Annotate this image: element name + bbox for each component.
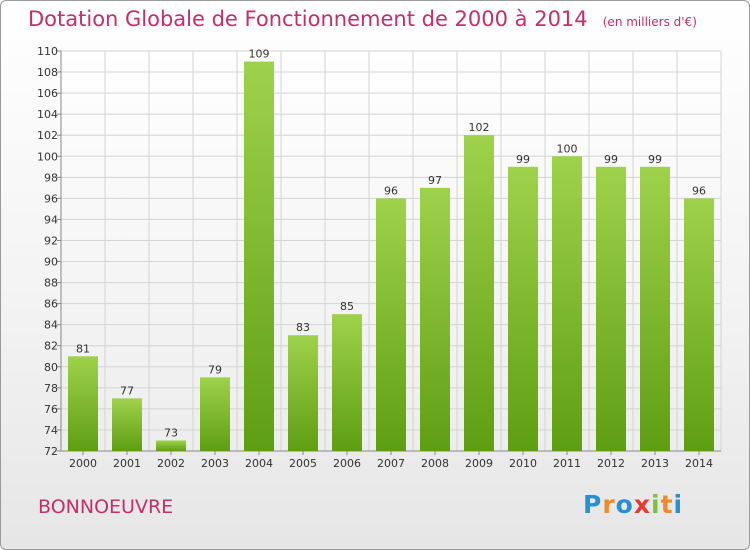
y-tick-label: 86 [44, 298, 58, 311]
y-tick-label: 104 [37, 108, 58, 121]
x-tick-label: 2009 [465, 457, 493, 470]
x-tick-label: 2011 [553, 457, 581, 470]
x-tick-label: 2010 [509, 457, 537, 470]
y-tick-label: 88 [44, 277, 58, 290]
bar [684, 198, 714, 451]
x-tick-label: 2012 [597, 457, 625, 470]
chart-title: Dotation Globale de Fonctionnement de 20… [28, 7, 697, 31]
x-tick-label: 2007 [377, 457, 405, 470]
x-tick-label: 2013 [641, 457, 669, 470]
bar [332, 314, 362, 451]
tick-labels: 72 74 76 78 80 82 84 86 88 90 92 94 96 98 100 102 104 106… [37, 45, 713, 470]
y-tick-label: 74 [44, 424, 58, 437]
data-label: 100 [557, 142, 578, 155]
y-tick-label: 100 [37, 150, 58, 163]
data-label: 85 [340, 300, 354, 313]
data-label: 96 [692, 184, 706, 197]
x-tick-label: 2014 [685, 457, 713, 470]
y-tick-label: 90 [44, 256, 58, 269]
y-tick-label: 92 [44, 234, 58, 247]
data-labels: 81 77 73 79 109 83 85 96 97 102 99 100 99 99 96 [76, 48, 706, 440]
chart-subtitle: (en milliers d'€) [602, 15, 697, 29]
x-tick-label: 2001 [113, 457, 141, 470]
y-tick-label: 80 [44, 361, 58, 374]
bar [288, 335, 318, 451]
logo-letter: t [660, 490, 674, 519]
bar [508, 166, 538, 451]
x-tick-label: 2005 [289, 457, 317, 470]
x-tick-label: 2002 [157, 457, 185, 470]
y-tick-label: 102 [37, 129, 58, 142]
bar [640, 166, 670, 451]
bar [68, 356, 98, 451]
bar [420, 187, 450, 451]
y-tick-label: 72 [44, 445, 58, 458]
bar [112, 398, 142, 451]
bars [68, 61, 714, 452]
commune-name: BONNOEUVRE [38, 496, 174, 518]
data-label: 99 [516, 153, 530, 166]
y-tick-label: 106 [37, 87, 58, 100]
data-label: 83 [296, 321, 310, 334]
data-label: 99 [648, 153, 662, 166]
data-label: 77 [120, 384, 134, 397]
data-label: 97 [428, 174, 442, 187]
data-label: 96 [384, 184, 398, 197]
data-label: 99 [604, 153, 618, 166]
logo-letter: r [602, 490, 616, 519]
data-label: 79 [208, 363, 222, 376]
x-tick-label: 2008 [421, 457, 449, 470]
logo-letter: o [615, 490, 634, 519]
proxiti-logo[interactable]: Proxiti [583, 490, 683, 519]
y-tick-label: 76 [44, 403, 58, 416]
y-tick-label: 94 [44, 213, 58, 226]
y-tick-label: 84 [44, 319, 58, 332]
bar [156, 440, 186, 451]
logo-letter: x [633, 490, 651, 519]
chart-title-main: Dotation Globale de Fonctionnement de 20… [28, 7, 588, 31]
logo-letter: i [651, 490, 661, 519]
y-tick-label: 108 [37, 66, 58, 79]
y-tick-label: 96 [44, 192, 58, 205]
logo-letter: P [583, 490, 603, 519]
bar [200, 377, 230, 451]
data-label: 73 [164, 426, 178, 439]
y-tick-label: 98 [44, 171, 58, 184]
y-tick-label: 78 [44, 382, 58, 395]
data-label: 102 [469, 121, 490, 134]
data-label: 109 [249, 48, 270, 61]
logo-letter: i [673, 490, 684, 519]
x-tick-label: 2000 [69, 457, 97, 470]
x-tick-label: 2004 [245, 457, 273, 470]
bar [244, 61, 274, 452]
x-tick-label: 2003 [201, 457, 229, 470]
bar [464, 135, 494, 452]
bar [376, 198, 406, 451]
y-tick-label: 110 [37, 45, 58, 58]
bar [552, 156, 582, 451]
y-tick-label: 82 [44, 340, 58, 353]
x-tick-label: 2006 [333, 457, 361, 470]
data-label: 81 [76, 342, 90, 355]
bar [596, 166, 626, 451]
